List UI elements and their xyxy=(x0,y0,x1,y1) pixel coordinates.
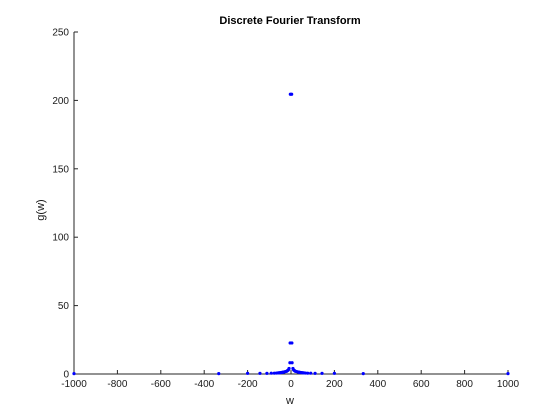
plot-area: -1000 -800 -600 -400 -200 0 200 400 600 800 1000 0 5… xyxy=(52,28,519,391)
x-tick-label: -600 xyxy=(151,379,171,390)
data-point xyxy=(306,371,310,375)
data-point xyxy=(290,361,294,365)
data-point xyxy=(217,371,221,376)
data-point xyxy=(361,371,365,376)
data-point xyxy=(258,371,262,375)
chart-title: Discrete Fourier Transform xyxy=(219,15,360,27)
x-tick-label: 200 xyxy=(326,379,343,390)
x-tick-label: 400 xyxy=(369,379,386,390)
x-tick-label: 1000 xyxy=(497,379,520,390)
data-point xyxy=(313,371,317,375)
y-tick-label: 250 xyxy=(52,28,69,39)
data-point xyxy=(290,92,294,96)
data-point xyxy=(72,371,76,376)
y-axis-label: g(w) xyxy=(35,199,47,220)
data-point xyxy=(246,371,250,375)
x-tick-label: -1000 xyxy=(61,379,87,390)
x-tick-label: 600 xyxy=(413,379,430,390)
x-tick-label: -800 xyxy=(107,379,127,390)
x-axis-label: w xyxy=(285,395,294,407)
y-tick-label: 100 xyxy=(52,233,69,244)
y-tick-label: 50 xyxy=(58,301,70,312)
data-point xyxy=(332,371,336,375)
y-tick-label: 150 xyxy=(52,164,69,175)
x-tick-label: 800 xyxy=(456,379,473,390)
data-point xyxy=(309,371,313,375)
y-tick-label: 200 xyxy=(52,96,69,107)
data-point xyxy=(320,371,324,375)
data-point xyxy=(290,341,294,345)
data-point xyxy=(287,366,291,371)
x-tick-label: -200 xyxy=(238,379,258,390)
data-point xyxy=(506,371,510,376)
y-tick-label: 0 xyxy=(63,370,69,381)
x-tick-label: -400 xyxy=(194,379,214,390)
x-tick-label: 0 xyxy=(288,379,294,390)
data-point xyxy=(269,371,273,375)
data-point xyxy=(265,371,269,375)
